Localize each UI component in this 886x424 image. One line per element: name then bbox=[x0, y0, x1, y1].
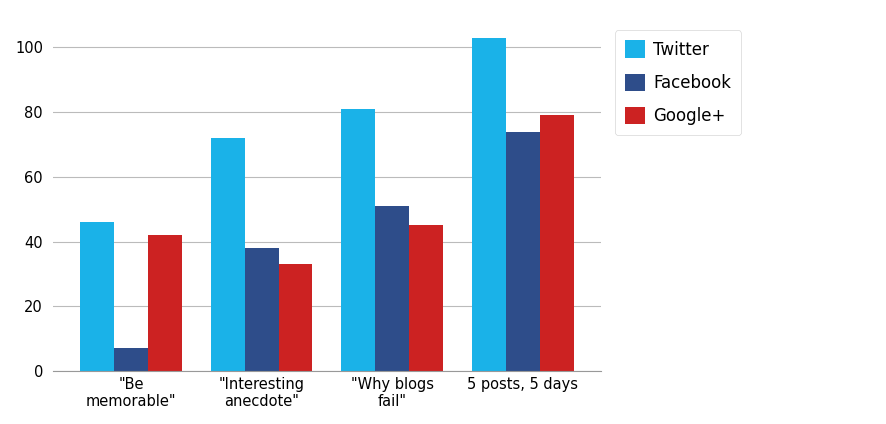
Legend: Twitter, Facebook, Google+: Twitter, Facebook, Google+ bbox=[615, 31, 742, 135]
Bar bbox=[245, 248, 278, 371]
Bar bbox=[341, 109, 375, 371]
Bar bbox=[80, 222, 114, 371]
Bar bbox=[211, 138, 245, 371]
Bar bbox=[114, 349, 148, 371]
Bar bbox=[409, 226, 443, 371]
Bar bbox=[278, 264, 313, 371]
Bar bbox=[471, 38, 506, 371]
Bar bbox=[540, 115, 573, 371]
Bar bbox=[375, 206, 409, 371]
Bar bbox=[506, 131, 540, 371]
Bar bbox=[148, 235, 182, 371]
